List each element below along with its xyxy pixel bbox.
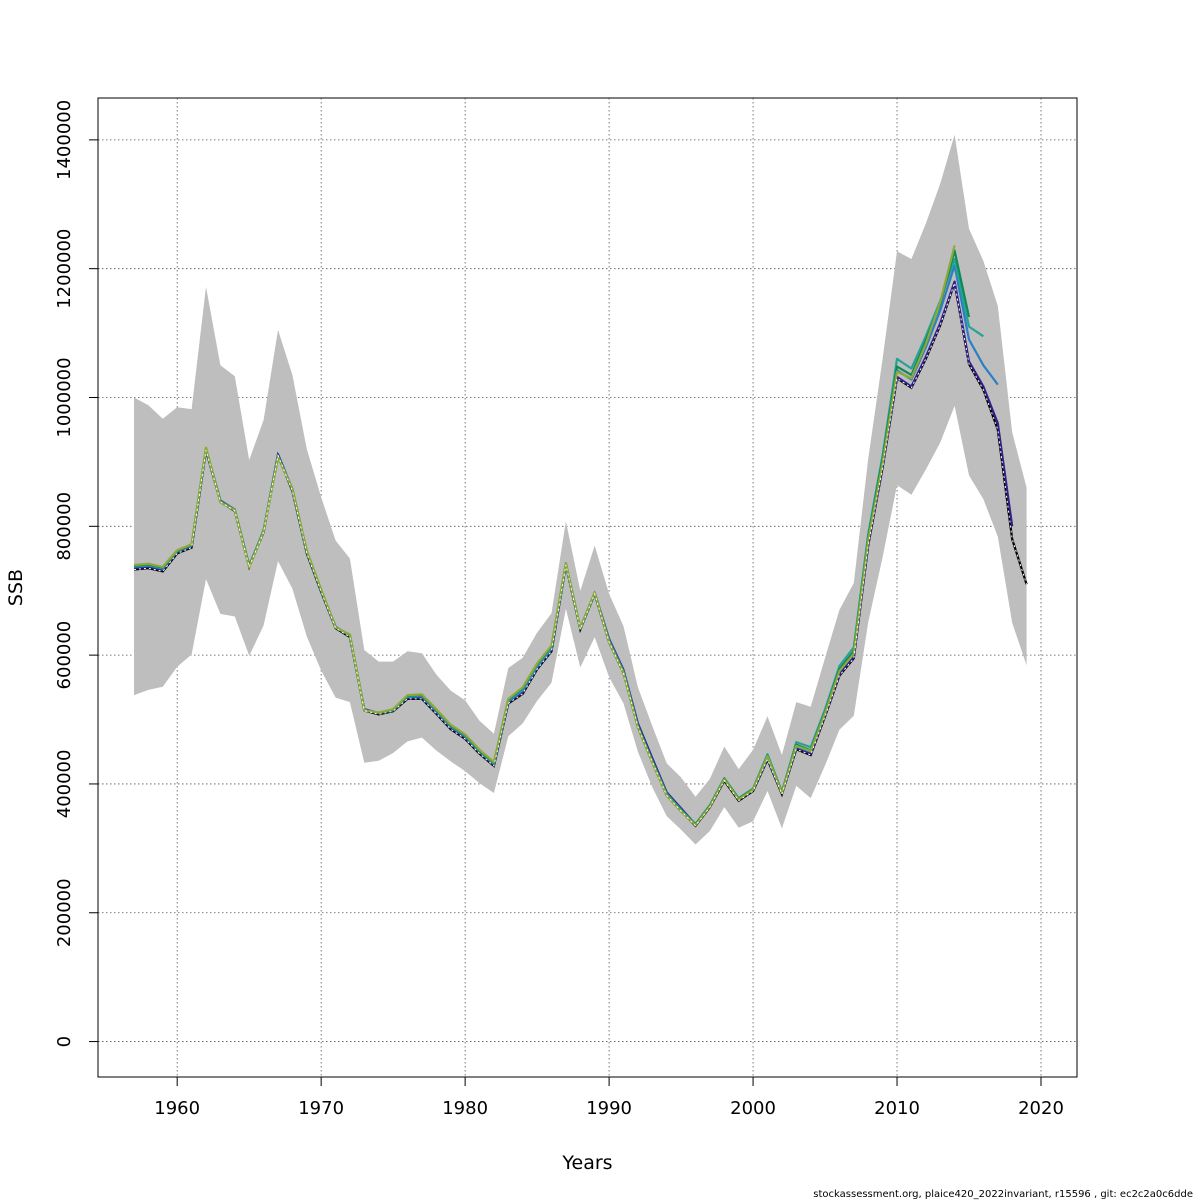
series-lines [133, 245, 1028, 828]
y-tick-label: 1000000 [54, 357, 75, 437]
y-tick-label: 600000 [54, 621, 75, 690]
y-tick-label: 1400000 [54, 100, 75, 180]
x-axis: 1960 1970 1980 1990 2000 2010 2020 [154, 1077, 1064, 1119]
x-tick-label: 1970 [298, 1098, 344, 1119]
y-axis-title: SSB [5, 569, 27, 606]
y-tick-label: 200000 [54, 878, 75, 947]
plot-frame [97, 97, 1078, 1078]
x-tick-label: 2010 [874, 1098, 920, 1119]
x-tick-label: 1960 [154, 1098, 200, 1119]
x-tick-label: 1980 [442, 1098, 488, 1119]
y-tick-label: 1200000 [54, 229, 75, 309]
x-tick-label: 1990 [586, 1098, 632, 1119]
y-tick-label: 800000 [54, 492, 75, 561]
x-tick-label: 2000 [730, 1098, 776, 1119]
y-tick-label: 0 [54, 1036, 75, 1047]
y-axis: 0 200000 400000 600000 800000 1000000 1200000 1… [54, 100, 98, 1047]
y-tick-label: 400000 [54, 750, 75, 819]
x-tick-label: 2020 [1018, 1098, 1064, 1119]
confidence-band [134, 134, 1027, 845]
x-axis-title: Years [561, 1152, 612, 1174]
reference-line-dots [133, 282, 1028, 827]
footer-credit: stockassessment.org, plaice420_2022invar… [813, 1189, 1193, 1200]
grid-lines [98, 98, 1077, 1077]
